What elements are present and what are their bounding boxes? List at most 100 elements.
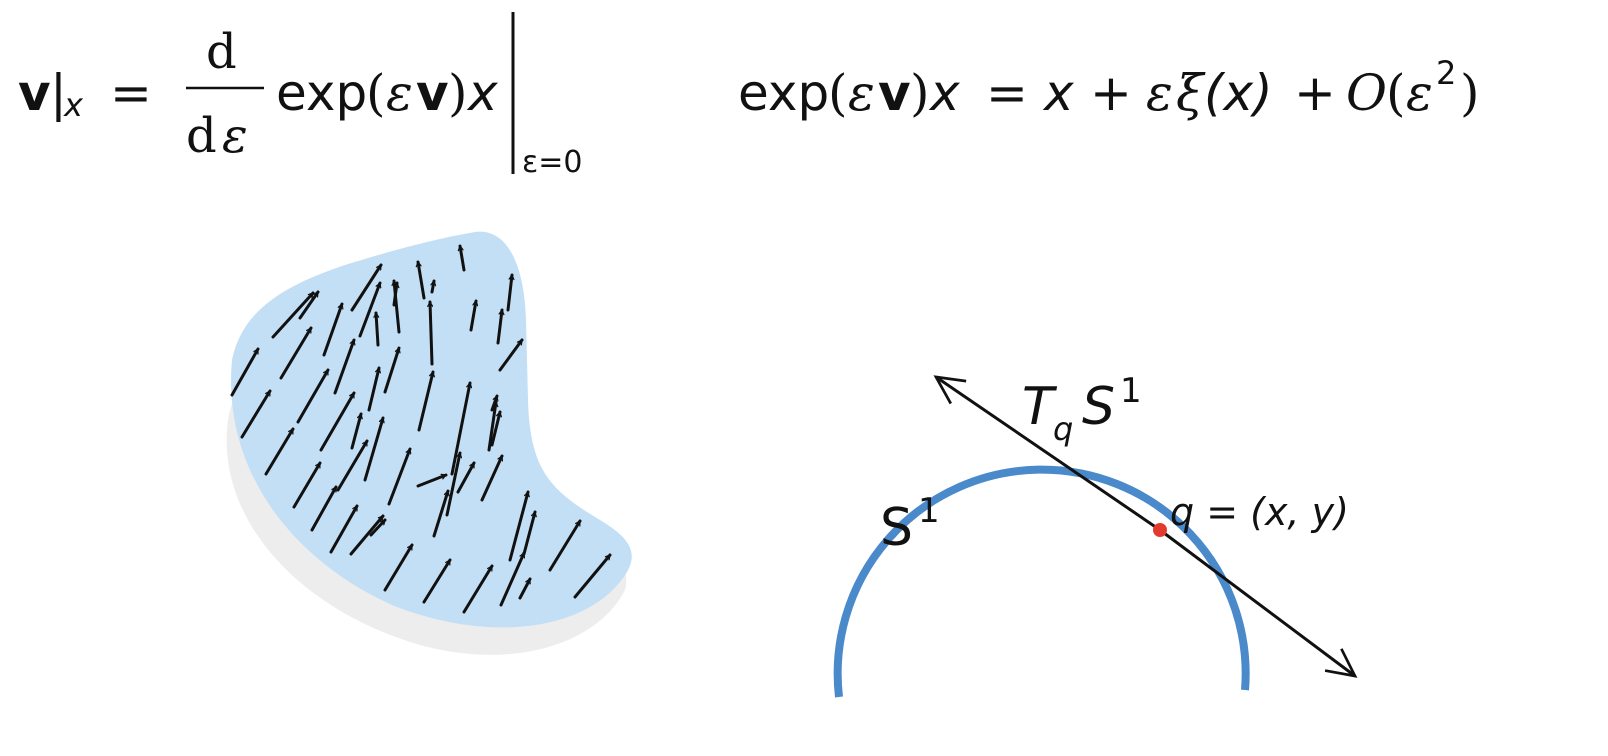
vector-arrow [469,299,476,332]
eq-left-v2: v [416,64,449,122]
vector-arrow [298,290,320,320]
circle-label-superscript: 1 [918,491,940,531]
eq-left-v: v [18,64,51,122]
vector-arrow [417,370,433,432]
eq-right-x: x [928,64,960,122]
tangent-label-T: T [1022,377,1058,437]
vector-arrow [487,400,496,452]
tangent-label-superscript: 1 [1120,371,1142,411]
vector-arrow [310,485,338,532]
vector-arrow [573,553,612,599]
eq-left-x: x [466,64,498,122]
vector-arrow [383,346,399,394]
eq-right-plus1: + [1090,64,1132,122]
vector-arrow [358,281,382,338]
vector-arrow [518,577,532,600]
eq-right-eps2: ε [1146,64,1173,122]
vector-arrow [462,564,494,614]
equation-left: v | x = d d ε exp ( ε v ) x ε=0 [18,12,582,180]
vector-arrow [490,394,497,412]
eq-right-xi: ξ [1176,64,1206,122]
eq-right-paren-x: (x) [1204,64,1273,122]
vector-arrow [387,447,412,506]
eq-right-eps3: ε [1406,64,1433,122]
vector-arrow [445,451,460,517]
eq-right-eps: ε [848,64,875,122]
vector-arrow [336,439,369,492]
circle-arc [833,465,1250,698]
vector-arrow [394,279,401,334]
vector-arrow [480,454,504,502]
tangent-label-S: S [1082,377,1115,437]
eq-right-bigO: O [1346,64,1387,122]
vector-field-diagram [226,231,632,655]
vector-arrow [506,273,512,312]
eq-right-paren-open: ( [1386,64,1406,122]
point-q [1153,523,1167,537]
eq-right-paren-close: ) [1460,64,1480,122]
circle-label-S: S [880,498,913,558]
vector-arrow [349,514,385,556]
vector-arrow [508,490,528,562]
eq-right-v: v [878,64,911,122]
vector-arrow [450,381,470,476]
equation-right: exp ( ε v ) x = x + ε ξ (x) + O ( ε 2 ) [738,54,1480,122]
eq-left-eps: ε [386,64,413,122]
eq-left-exp: exp [276,64,367,122]
eq-right-exp: exp [738,64,829,122]
tangent-label-subscript-q: q [1053,410,1073,448]
eq-right-lparen: ( [828,64,848,122]
vector-arrow [498,338,524,372]
vector-arrow [333,338,354,395]
vector-arrows [230,244,612,614]
eq-right-x2: x [1042,64,1074,122]
eq-left-bar: | [50,64,67,122]
tangent-line [933,375,1161,532]
vector-arrow [322,302,342,357]
vector-arrow [350,263,383,312]
tangent-line-lower [1159,528,1358,678]
point-label: q = (x, y) [1170,490,1349,534]
vector-arrow [271,291,315,339]
eq-left-rparen: ) [448,64,468,122]
vector-arrow [522,510,535,556]
vector-arrow [490,410,500,447]
eq-left-equals: = [110,64,152,122]
eq-left-eps-denominator: ε [222,108,248,164]
eq-right-plus2: + [1294,64,1336,122]
vector-arrow [292,461,322,509]
vector-arrow [383,543,414,592]
vector-arrow [432,279,434,294]
vector-arrow [548,519,582,572]
eq-left-d-numerator: d [206,24,237,80]
eq-right-rparen: ) [910,64,930,122]
vector-arrow [430,300,434,366]
vector-arrow [230,347,260,397]
vector-arrow [460,244,466,272]
vector-arrow [279,326,313,380]
vector-arrow [499,551,526,607]
vector-arrow [264,427,295,476]
vector-arrow [367,366,379,412]
vector-arrow [456,461,476,494]
vector-arrow [496,308,502,345]
vector-arrow [432,489,448,538]
vector-arrow [350,412,361,450]
eq-left-eval-subscript: ε=0 [522,145,582,180]
circle-tangent-diagram: S 1 T q S 1 q = (x, y) [833,371,1358,698]
vector-arrow [296,368,330,424]
eq-left-x-sub: x [63,86,84,124]
vector-arrow [416,473,448,488]
vector-arrow [369,518,387,537]
vector-arrow [240,389,272,439]
vector-arrow [329,504,359,554]
eq-left-d-denominator: d [186,108,217,164]
vector-arrow [319,391,356,452]
vector-arrow [422,558,452,604]
vector-arrow [418,260,426,300]
eq-left-lparen: ( [366,64,386,122]
vector-arrow [363,416,383,482]
eq-right-equals: = [986,64,1028,122]
eq-right-superscript-2: 2 [1436,54,1456,92]
